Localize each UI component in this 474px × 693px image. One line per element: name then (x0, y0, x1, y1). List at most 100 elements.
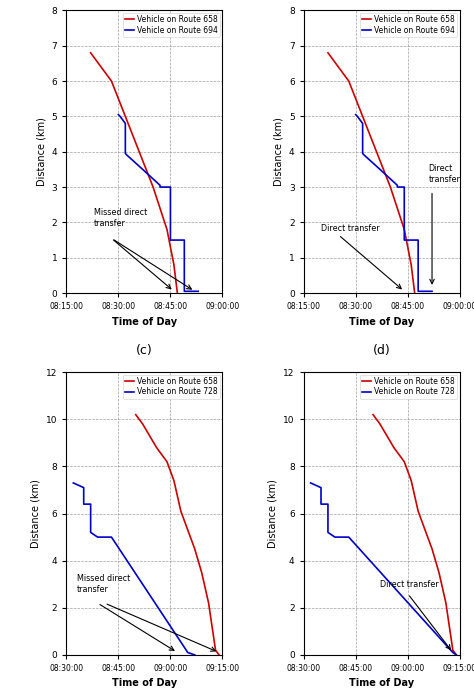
Line: Vehicle on Route 694: Vehicle on Route 694 (118, 114, 198, 291)
Vehicle on Route 658 (133, 410, 138, 419)
Legend: Vehicle on Route 658, Vehicle on Route 728: Vehicle on Route 658, Vehicle on Route 7… (360, 374, 457, 398)
Text: Direct transfer: Direct transfer (321, 224, 380, 233)
Vehicle on Route 658 (116, 94, 121, 103)
Vehicle on Route 728 (308, 479, 313, 487)
Vehicle on Route 658 (325, 49, 331, 57)
Vehicle on Route 658 (137, 148, 142, 156)
Vehicle on Route 658 (129, 130, 135, 138)
Vehicle on Route 658 (401, 225, 407, 234)
Vehicle on Route 694 (157, 181, 163, 189)
Vehicle on Route 694 (116, 110, 121, 119)
Vehicle on Route 694 (360, 149, 365, 157)
Vehicle on Route 694 (401, 183, 407, 191)
Vehicle on Route 694 (124, 151, 130, 159)
Vehicle on Route 728 (109, 533, 114, 541)
Vehicle on Route 658 (164, 225, 170, 234)
Vehicle on Route 728 (332, 533, 338, 541)
Vehicle on Route 658 (377, 420, 383, 428)
Vehicle on Route 658 (140, 420, 146, 428)
Line: Vehicle on Route 694: Vehicle on Route 694 (356, 114, 432, 291)
Legend: Vehicle on Route 658, Vehicle on Route 728: Vehicle on Route 658, Vehicle on Route 7… (123, 374, 220, 398)
Vehicle on Route 658 (143, 165, 149, 173)
Vehicle on Route 728 (450, 649, 456, 657)
Vehicle on Route 658 (171, 261, 177, 269)
Vehicle on Route 694 (182, 236, 187, 244)
Vehicle on Route 658 (381, 165, 386, 173)
Text: Missed direct
transfer: Missed direct transfer (94, 209, 147, 228)
Vehicle on Route 658 (374, 148, 379, 156)
Vehicle on Route 658 (401, 457, 407, 466)
Vehicle on Route 658 (388, 183, 393, 191)
Vehicle on Route 658 (422, 526, 428, 534)
X-axis label: Time of Day: Time of Day (112, 317, 177, 326)
Vehicle on Route 658 (199, 568, 204, 577)
Vehicle on Route 658 (171, 476, 177, 484)
Legend: Vehicle on Route 658, Vehicle on Route 694: Vehicle on Route 658, Vehicle on Route 6… (122, 12, 220, 37)
Vehicle on Route 658 (436, 568, 442, 577)
Vehicle on Route 694 (353, 110, 358, 119)
Vehicle on Route 728 (454, 651, 459, 659)
Vehicle on Route 694 (394, 183, 400, 191)
Text: (d): (d) (373, 344, 391, 357)
Line: Vehicle on Route 728: Vehicle on Route 728 (310, 483, 456, 655)
Vehicle on Route 658 (213, 646, 219, 654)
Vehicle on Route 658 (429, 545, 435, 553)
Line: Vehicle on Route 658: Vehicle on Route 658 (91, 53, 177, 293)
Vehicle on Route 658 (216, 651, 222, 659)
Vehicle on Route 658 (353, 94, 358, 103)
Vehicle on Route 694 (168, 183, 173, 191)
Vehicle on Route 728 (332, 533, 338, 541)
Vehicle on Route 658 (150, 183, 156, 191)
Vehicle on Route 658 (394, 204, 400, 213)
Line: Vehicle on Route 728: Vehicle on Route 728 (73, 483, 195, 655)
Vehicle on Route 658 (370, 410, 376, 419)
Vehicle on Route 658 (88, 49, 93, 57)
Vehicle on Route 694 (157, 183, 163, 191)
Vehicle on Route 728 (81, 500, 87, 508)
Vehicle on Route 658 (154, 444, 159, 452)
Text: Direct transfer: Direct transfer (380, 580, 438, 589)
Vehicle on Route 694 (429, 287, 435, 295)
Vehicle on Route 728 (95, 533, 100, 541)
Vehicle on Route 658 (409, 261, 414, 269)
Vehicle on Route 728 (192, 651, 198, 659)
Text: Missed direct
transfer: Missed direct transfer (77, 574, 130, 594)
Vehicle on Route 694 (394, 181, 400, 189)
Vehicle on Route 658 (450, 646, 456, 654)
Vehicle on Route 658 (178, 507, 184, 516)
Vehicle on Route 658 (415, 507, 421, 516)
Vehicle on Route 694 (415, 236, 421, 244)
Vehicle on Route 728 (88, 528, 93, 536)
Vehicle on Route 694 (168, 236, 173, 244)
Vehicle on Route 694 (195, 287, 201, 295)
Vehicle on Route 694 (360, 119, 365, 128)
Vehicle on Route 658 (109, 77, 114, 85)
Vehicle on Route 658 (157, 204, 163, 213)
Vehicle on Route 694 (140, 165, 146, 173)
Vehicle on Route 658 (174, 289, 180, 297)
Vehicle on Route 658 (206, 599, 211, 607)
Vehicle on Route 658 (367, 130, 373, 138)
Vehicle on Route 694 (117, 112, 123, 121)
Vehicle on Route 694 (355, 112, 360, 121)
Vehicle on Route 728 (185, 649, 191, 657)
Text: Direct
transfer: Direct transfer (428, 164, 460, 184)
Vehicle on Route 694 (122, 119, 128, 128)
Vehicle on Route 658 (122, 112, 128, 121)
Vehicle on Route 728 (81, 484, 87, 492)
Vehicle on Route 694 (377, 165, 383, 173)
Vehicle on Route 658 (185, 526, 191, 534)
Line: Vehicle on Route 658: Vehicle on Route 658 (373, 414, 456, 655)
Vehicle on Route 658 (164, 457, 170, 466)
Vehicle on Route 728 (88, 500, 93, 508)
Vehicle on Route 658 (360, 112, 365, 121)
X-axis label: Time of Day: Time of Day (349, 678, 414, 688)
Vehicle on Route 658 (346, 77, 352, 85)
Vehicle on Route 728 (325, 528, 331, 536)
Vehicle on Route 728 (95, 533, 100, 541)
Vehicle on Route 694 (415, 287, 421, 295)
Text: (c): (c) (136, 344, 153, 357)
Vehicle on Route 658 (412, 289, 418, 297)
Y-axis label: Distance (km): Distance (km) (36, 117, 46, 186)
Vehicle on Route 728 (318, 500, 324, 508)
